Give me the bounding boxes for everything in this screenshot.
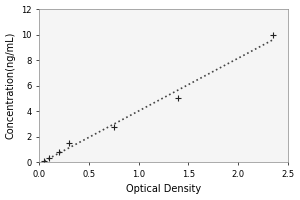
Y-axis label: Concentration(ng/mL): Concentration(ng/mL) xyxy=(6,32,16,139)
X-axis label: Optical Density: Optical Density xyxy=(126,184,201,194)
